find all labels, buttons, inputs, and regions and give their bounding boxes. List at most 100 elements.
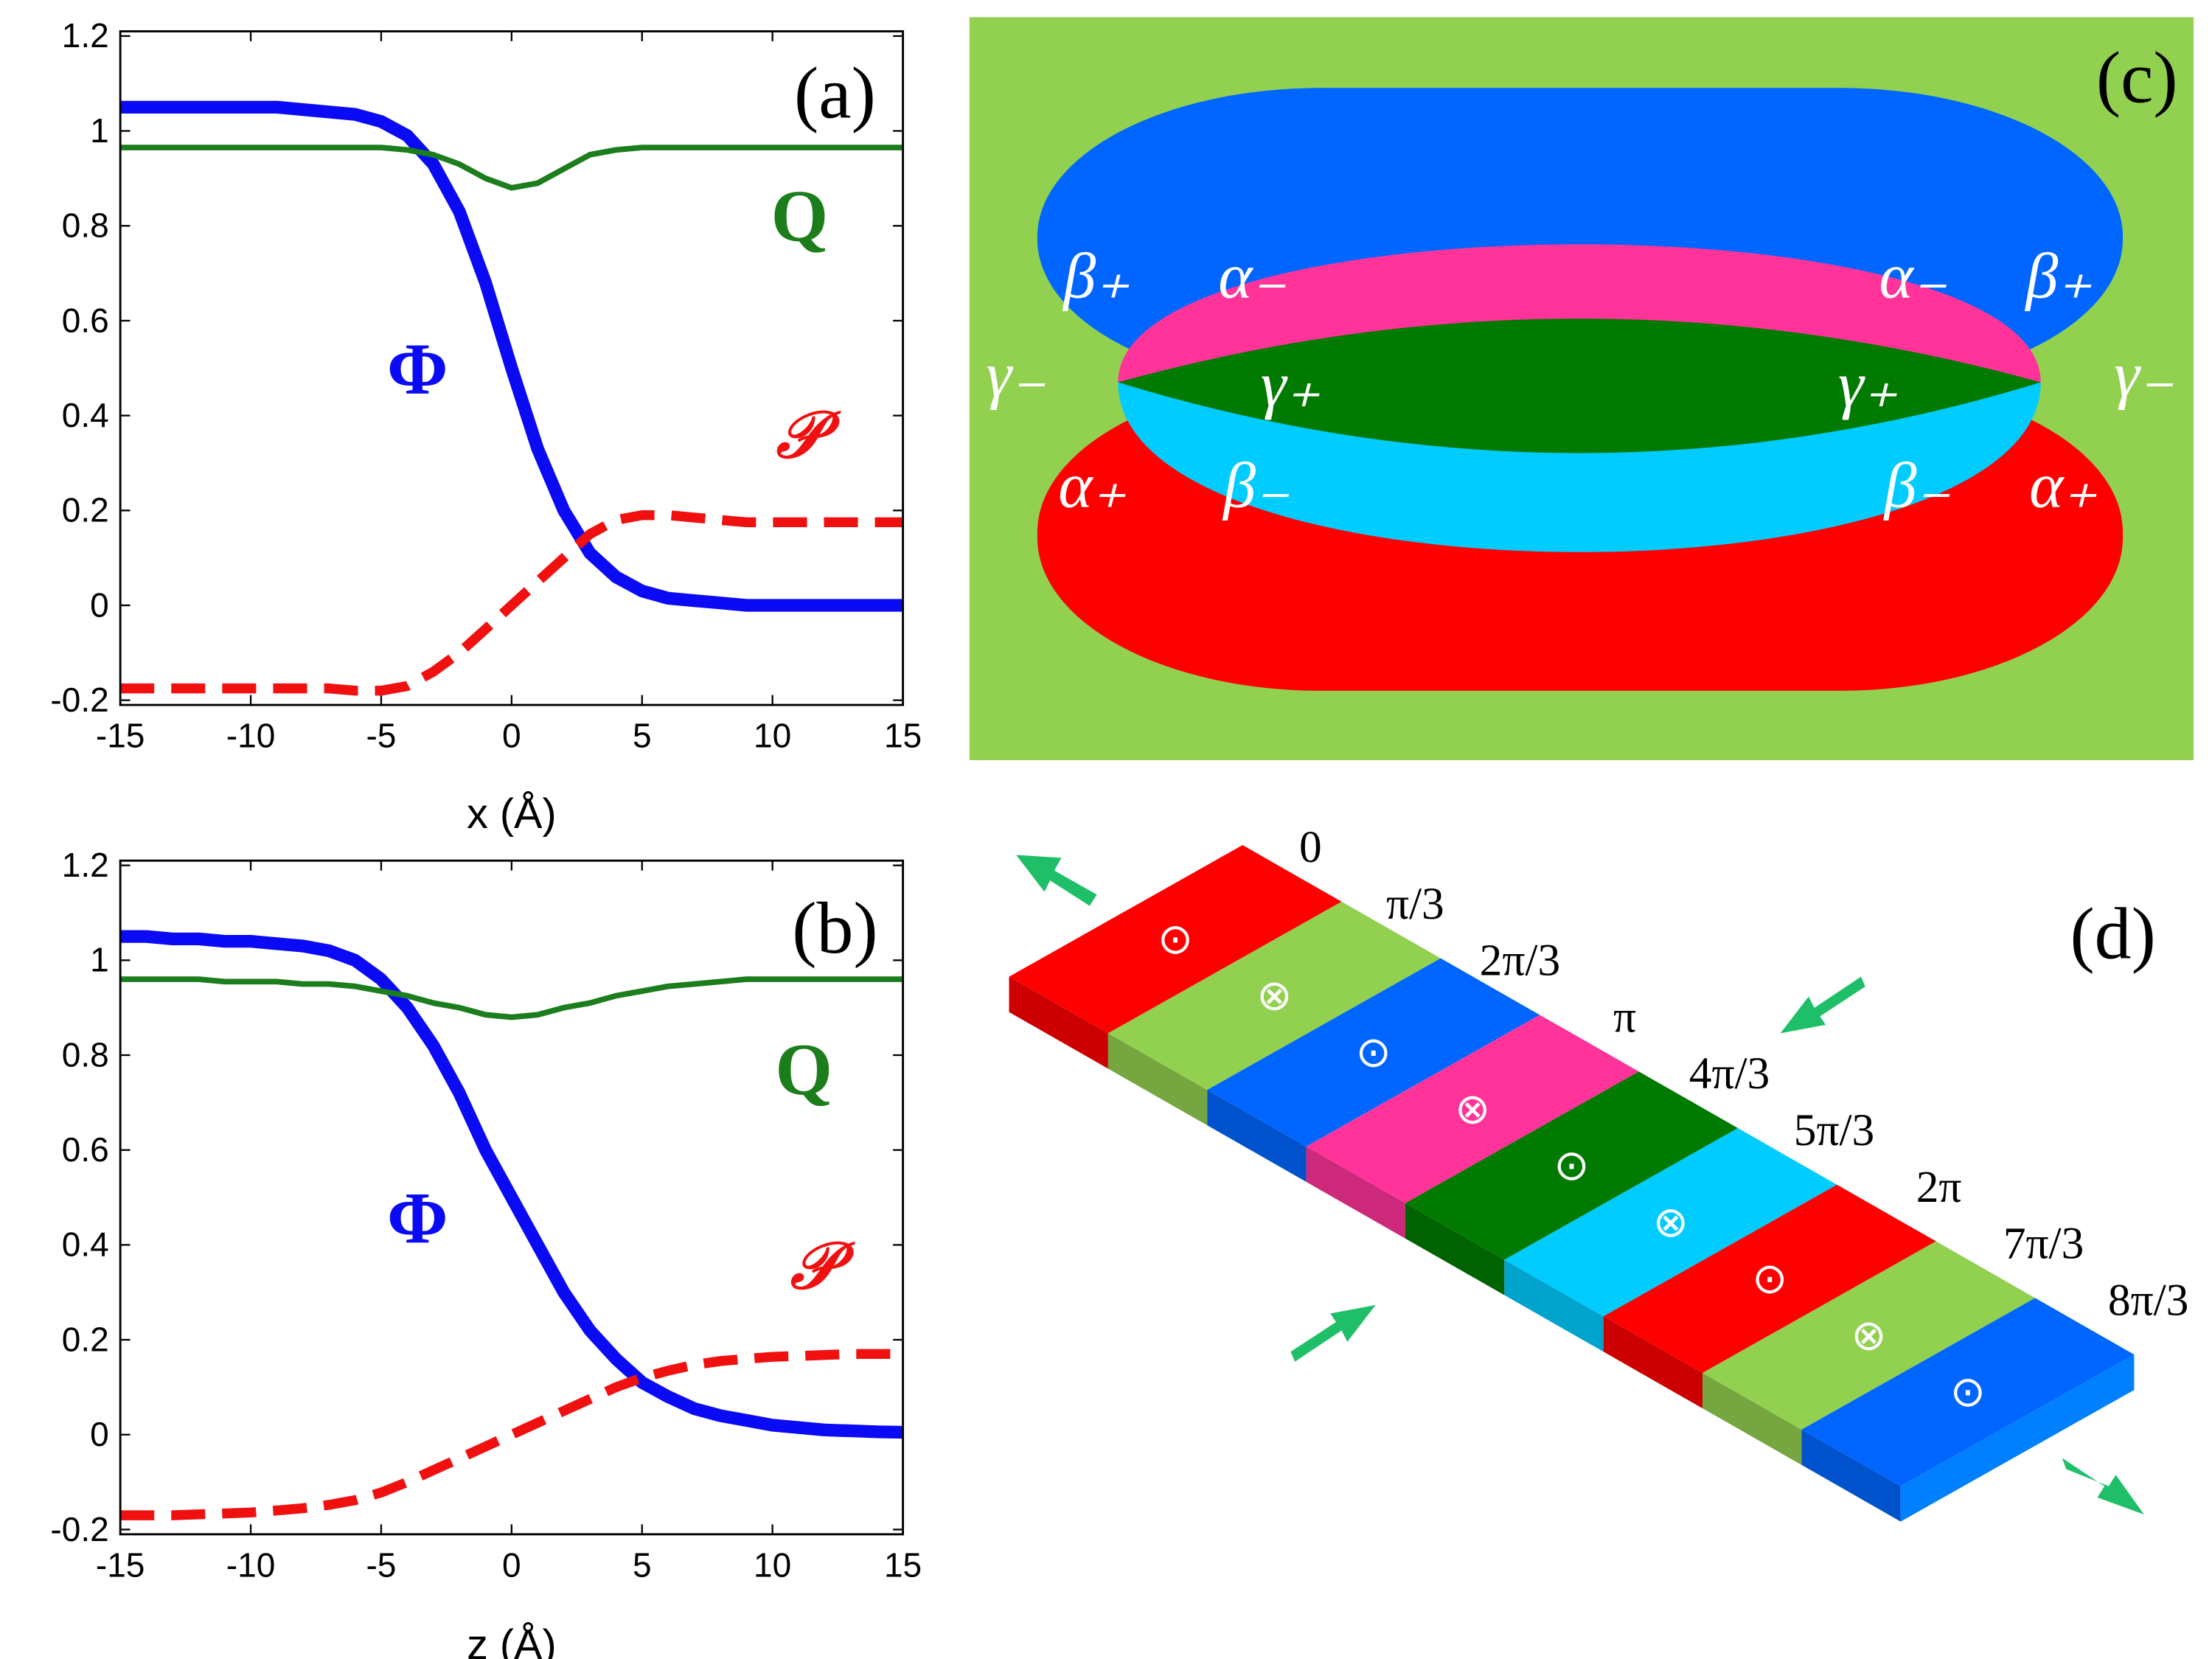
y-tick-label: 1.2 (62, 16, 109, 55)
segment-top (1603, 1184, 1936, 1374)
y-tick-label: 0.8 (62, 1035, 109, 1074)
segment-front (1801, 1429, 1901, 1522)
x-tick-label: -5 (366, 717, 396, 755)
x-tick-label: 15 (884, 717, 922, 755)
region-label: γ₋ (2114, 339, 2174, 411)
region-label: α₋ (1218, 240, 1287, 312)
y-tick-label: 0.6 (62, 301, 109, 339)
segment-front (1405, 1203, 1505, 1295)
y-tick-label: 0 (90, 585, 109, 624)
x-tick-label: -10 (226, 1545, 276, 1584)
region-label: γ₊ (1838, 349, 1898, 421)
y-tick-label: 0.4 (62, 396, 109, 434)
region-label: α₊ (2029, 449, 2098, 521)
x-tick-label: 5 (633, 717, 652, 755)
segment-front (1207, 1090, 1307, 1182)
y-tick-label: -0.2 (50, 681, 108, 719)
arrow (1016, 855, 1097, 906)
x-tick-label: -10 (226, 717, 276, 755)
segment-top (1504, 1127, 1837, 1317)
data-line (120, 145, 903, 191)
phase-label: π/3 (1386, 879, 1444, 929)
segment-top (1306, 1015, 1639, 1203)
moment-symbol: ⊗ (1851, 1312, 1886, 1359)
panel-label: (c) (2096, 36, 2178, 118)
x-tick-label: 5 (633, 1545, 652, 1584)
y-tick-label: 1 (90, 941, 109, 979)
region-label: α₋ (1879, 240, 1948, 312)
phase-label: 8π/3 (2108, 1275, 2188, 1325)
moment-symbol: ⊙ (1950, 1368, 1986, 1416)
data-line (120, 100, 903, 612)
region-label: β₊ (2024, 240, 2093, 312)
region-label: β₊ (1062, 240, 1130, 312)
series-label: Φ (387, 1177, 448, 1259)
y-tick-label: 0.2 (62, 1320, 109, 1358)
axes-frame (119, 30, 905, 706)
segment-top (1703, 1241, 2036, 1430)
phase-label: 0 (1299, 822, 1322, 872)
line-chart: -0.2 0 0.2 0.4 0.6 0.8 1 1.2 -15 -10 -5 0 5 10 15 z (Å)… (50, 846, 922, 1659)
series-label: Q (775, 1029, 832, 1110)
panel-c (969, 17, 2194, 760)
moment-symbol: ⊙ (1356, 1029, 1391, 1076)
moment-symbol: ⊗ (1653, 1199, 1688, 1246)
region-label: γ₊ (1261, 349, 1321, 421)
x-tick-label: 10 (754, 1545, 791, 1584)
segment-top (1405, 1071, 1739, 1260)
x-tick-label: 15 (884, 1545, 922, 1584)
region (1118, 319, 2041, 453)
data-line (120, 1349, 903, 1520)
data-line (120, 976, 903, 1020)
panel-label: (b) (792, 887, 877, 969)
segment-top (1107, 901, 1441, 1091)
arrow (2062, 1458, 2144, 1514)
moment-symbol: ⊙ (1752, 1256, 1787, 1303)
strip-end (1900, 1354, 2135, 1522)
region-label: β₋ (1222, 449, 1290, 521)
segment-top (1801, 1298, 2135, 1486)
x-tick-label: -5 (366, 1545, 396, 1584)
x-tick-label: -15 (96, 717, 145, 755)
x-axis-label: z (Å) (467, 1621, 557, 1659)
segment-front (1504, 1259, 1604, 1352)
arrows (1016, 855, 2144, 1514)
moment-symbol: ⊗ (1256, 973, 1292, 1020)
moment-symbol: ⊙ (1158, 916, 1193, 963)
series-label: Q (771, 175, 829, 257)
series-label: Φ (387, 328, 448, 410)
y-tick-label: -0.2 (50, 1510, 108, 1548)
phase-label: π (1613, 992, 1636, 1042)
panel-label: (a) (794, 52, 876, 134)
axes-frame (119, 859, 905, 1536)
segment-top (1009, 845, 1342, 1034)
segment-front (1009, 976, 1108, 1069)
arrow (1290, 1304, 1376, 1362)
x-tick-label: 0 (502, 1545, 521, 1584)
x-tick-label: -15 (96, 1545, 145, 1584)
segment-front (1603, 1316, 1703, 1409)
y-tick-label: 1 (90, 111, 109, 150)
region-label: γ₋ (986, 339, 1046, 411)
strip: ⊙ ⊗ ⊙ ⊗ ⊙ ⊗ ⊙ ⊗ ⊙ (1009, 845, 2135, 1522)
segment-front (1107, 1033, 1208, 1126)
x-tick-label: 0 (502, 717, 521, 755)
y-tick-label: 0 (90, 1415, 109, 1453)
panel-label: (d) (2070, 893, 2155, 975)
arrow (1780, 976, 1865, 1034)
phase-label: 2π/3 (1480, 936, 1560, 986)
segment-top (1207, 958, 1540, 1147)
y-tick-label: 1.2 (62, 846, 109, 884)
data-line (120, 930, 903, 1439)
y-tick-label: 0.2 (62, 491, 109, 529)
phase-label: 2π (1916, 1162, 1962, 1212)
x-tick-label: 10 (754, 717, 791, 755)
phase-label: 5π/3 (1794, 1105, 1874, 1155)
segment-front (1703, 1373, 1802, 1465)
line-chart: -0.2 0 0.2 0.4 0.6 0.8 1 1.2 -15 -10 -5 0 5 10 15 x (Å)… (50, 16, 922, 838)
y-tick-label: 0.6 (62, 1130, 109, 1169)
region-label: α₊ (1058, 449, 1127, 521)
data-line (120, 509, 903, 696)
